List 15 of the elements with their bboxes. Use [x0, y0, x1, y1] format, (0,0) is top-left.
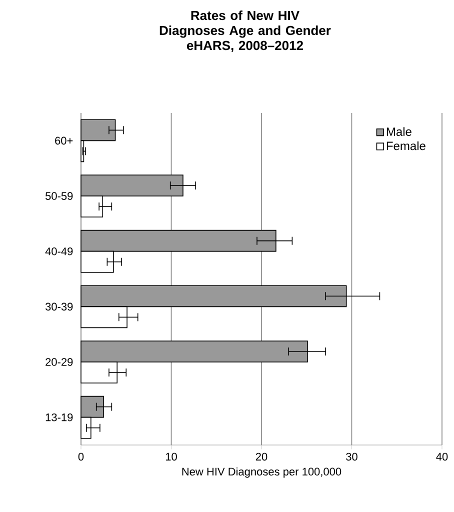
x-tick-label: 0 — [78, 452, 84, 461]
y-tick-label: 50-59 — [46, 192, 73, 200]
y-tick-label: 30-39 — [45, 302, 73, 311]
x-tick-label: 20 — [256, 452, 268, 461]
x-tick-label: 10 — [166, 452, 177, 461]
y-tick-label: 13-19 — [46, 413, 73, 422]
y-tick-label: 40-49 — [45, 247, 73, 256]
chart-subtitle: eHARS, 2008–2012 — [186, 40, 303, 52]
x-tick-label: 40 — [436, 452, 448, 461]
legend-label: Female — [386, 141, 426, 150]
y-tick-label: 60+ — [55, 136, 73, 145]
x-tick-label: 30 — [346, 452, 358, 461]
y-tick-label: 20-29 — [46, 358, 73, 366]
x-axis-title: New HIV Diagnoses per 100,000 — [182, 467, 342, 478]
legend-label: Male — [386, 127, 412, 136]
